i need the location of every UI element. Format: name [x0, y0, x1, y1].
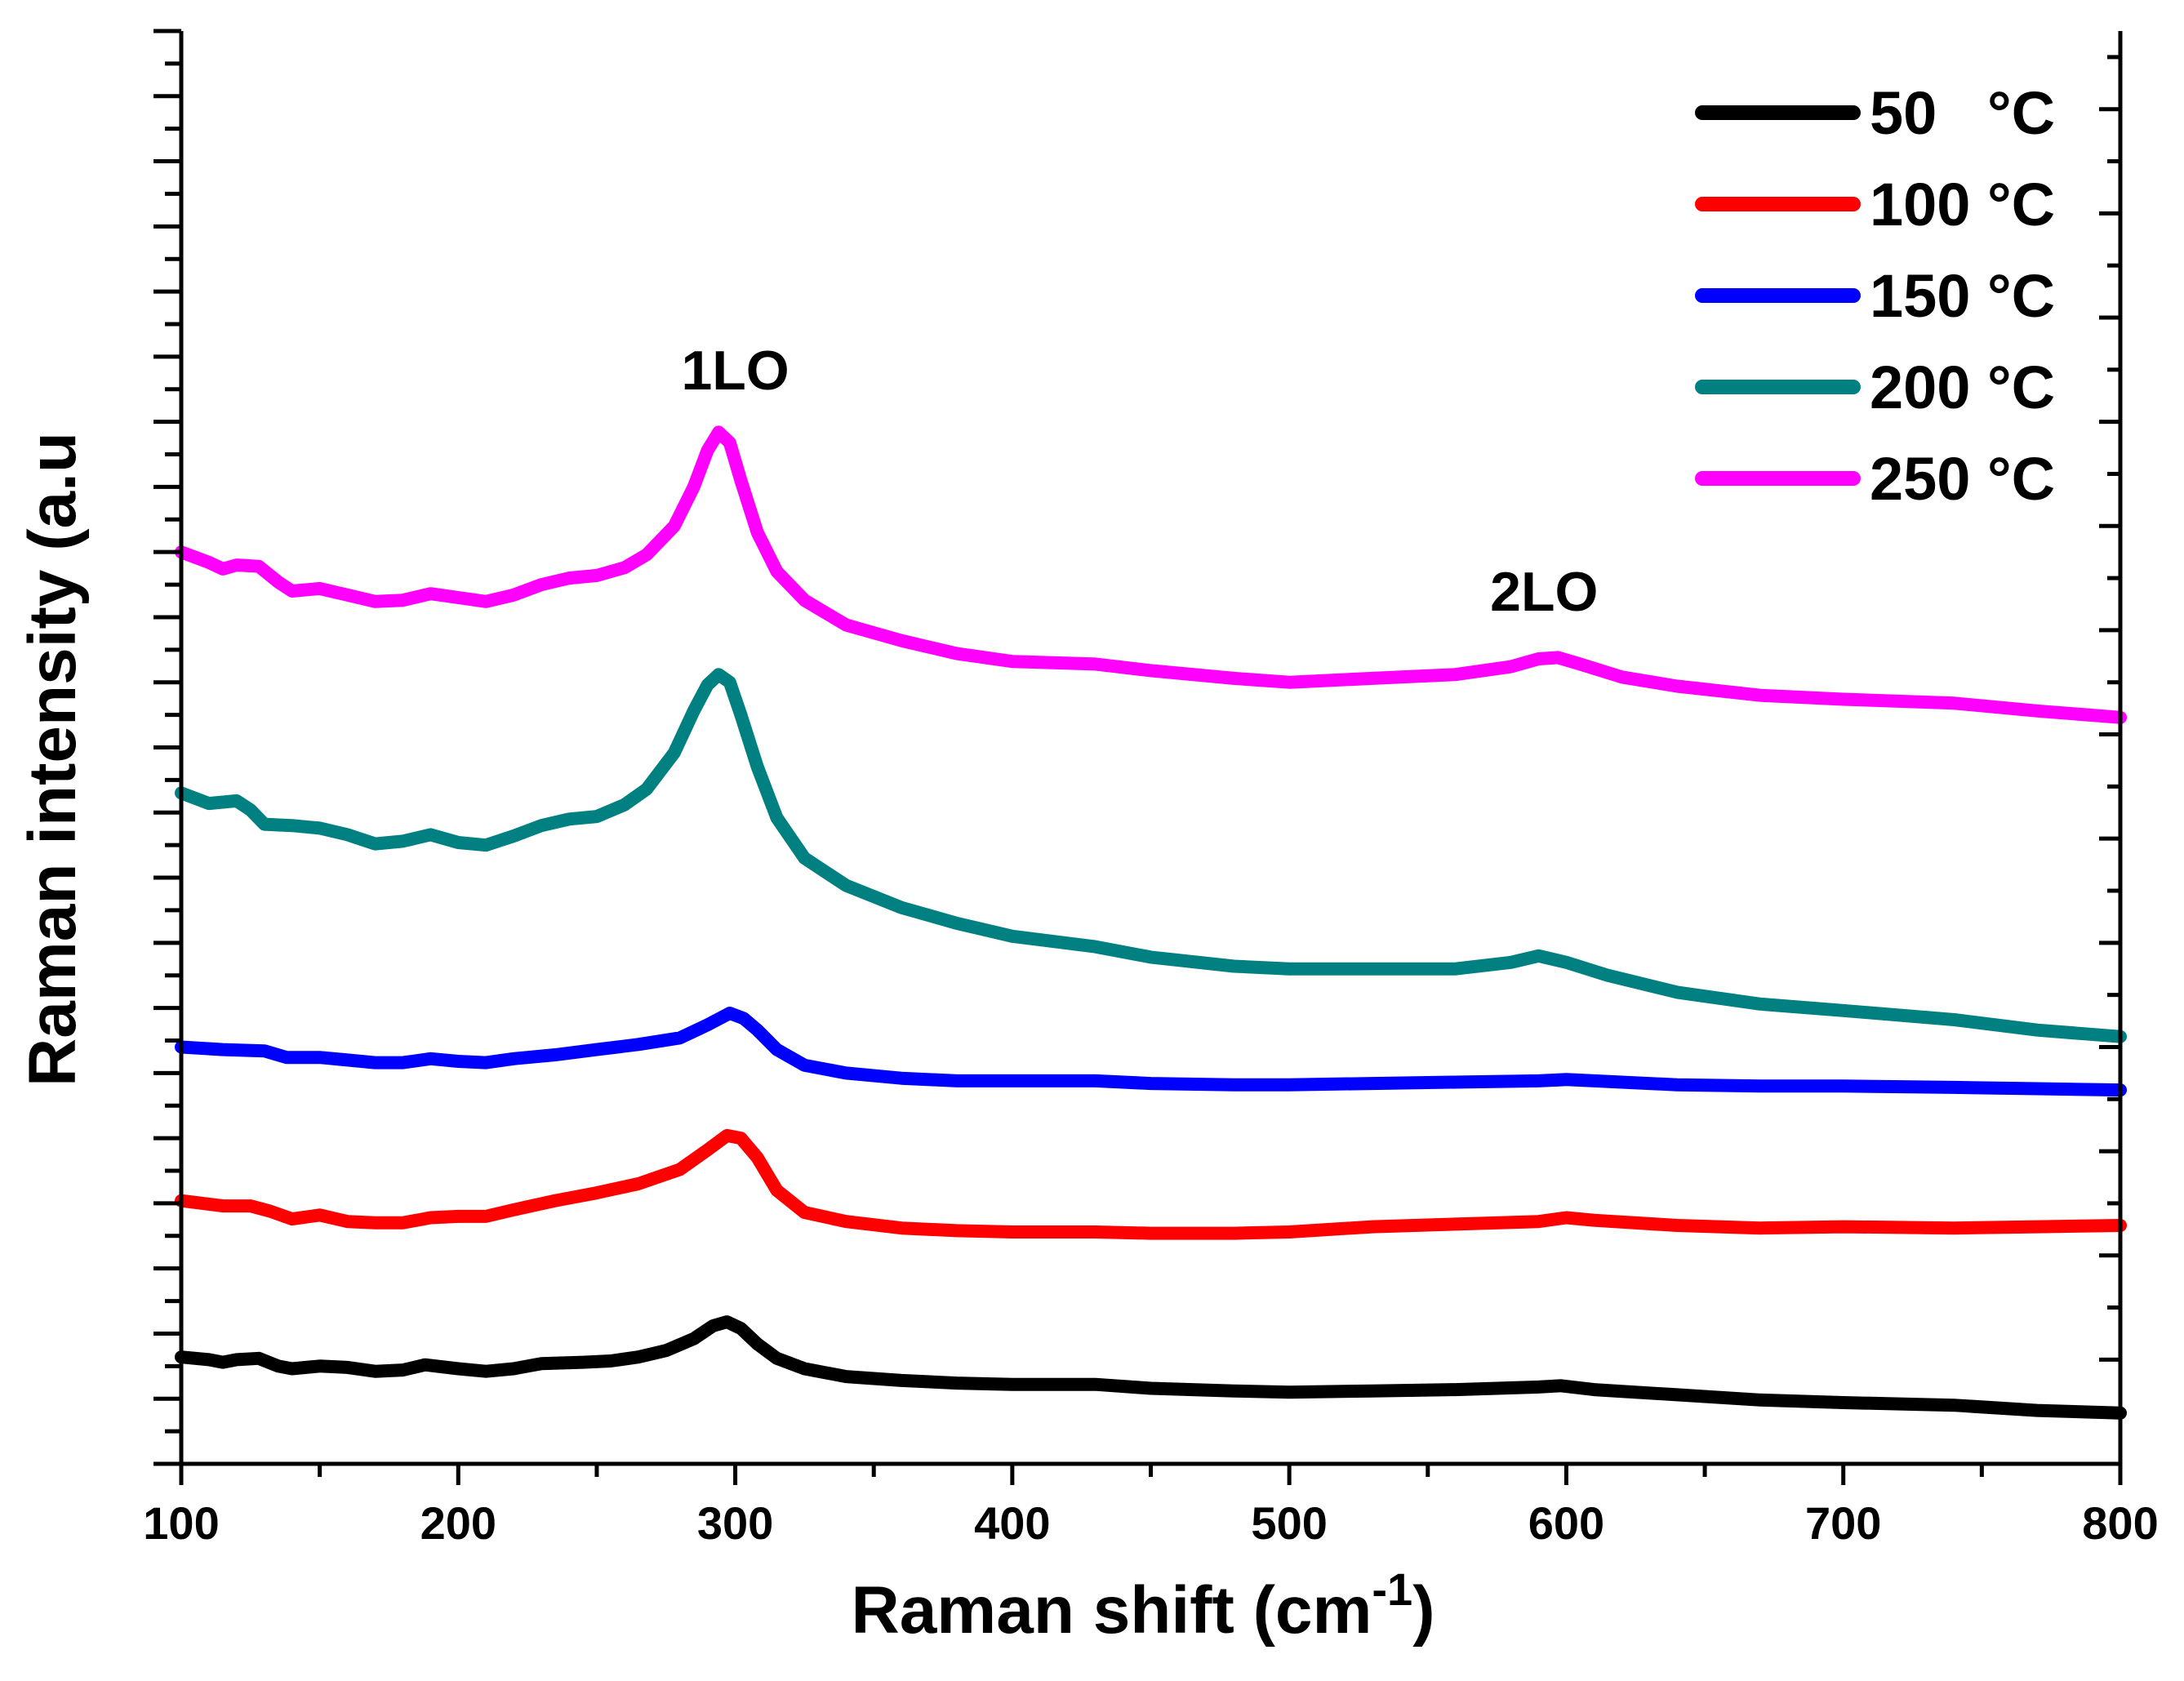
x-tick-label: 100	[143, 1497, 219, 1549]
x-tick-label: 800	[2082, 1497, 2158, 1549]
series-line-3	[175, 1007, 2127, 1097]
annotation-1lo: 1LO	[681, 340, 789, 402]
legend-label-1: 50 °C	[1870, 79, 2055, 147]
legend-label-3: 150 °C	[1870, 262, 2055, 330]
x-tick-labels: 100 200 300 400 500 600 700 800	[143, 1497, 2158, 1549]
x-axis-title-superscript: -1	[1372, 1563, 1412, 1615]
x-axis-title: Raman shift (cm-1)	[851, 1563, 1435, 1648]
legend-label-4: 200 °C	[1870, 354, 2055, 421]
legend: 50 °C 100 °C 150 °C 200 °C 250 °C	[1695, 79, 2055, 513]
x-tick-label: 600	[1528, 1497, 1604, 1549]
x-tick-label: 300	[697, 1497, 773, 1549]
annotation-2lo: 2LO	[1490, 561, 1598, 623]
series-line-4	[175, 668, 2127, 1043]
x-tick-label: 700	[1805, 1497, 1881, 1549]
series-layer	[175, 425, 2127, 1420]
legend-label-2: 100 °C	[1870, 171, 2055, 238]
x-tick-label: 400	[974, 1497, 1050, 1549]
peak-annotations: 1LO 2LO	[681, 340, 1598, 623]
x-tick-label: 200	[420, 1497, 496, 1549]
series-line-2	[175, 1128, 2127, 1240]
legend-label-5: 250 °C	[1870, 445, 2055, 513]
series-line-5	[175, 425, 2127, 724]
axes-layer	[153, 29, 2123, 1485]
x-tick-label: 500	[1251, 1497, 1327, 1549]
y-axis-title: Raman intensity (a.u	[16, 432, 90, 1087]
series-line-1	[175, 1315, 2127, 1420]
